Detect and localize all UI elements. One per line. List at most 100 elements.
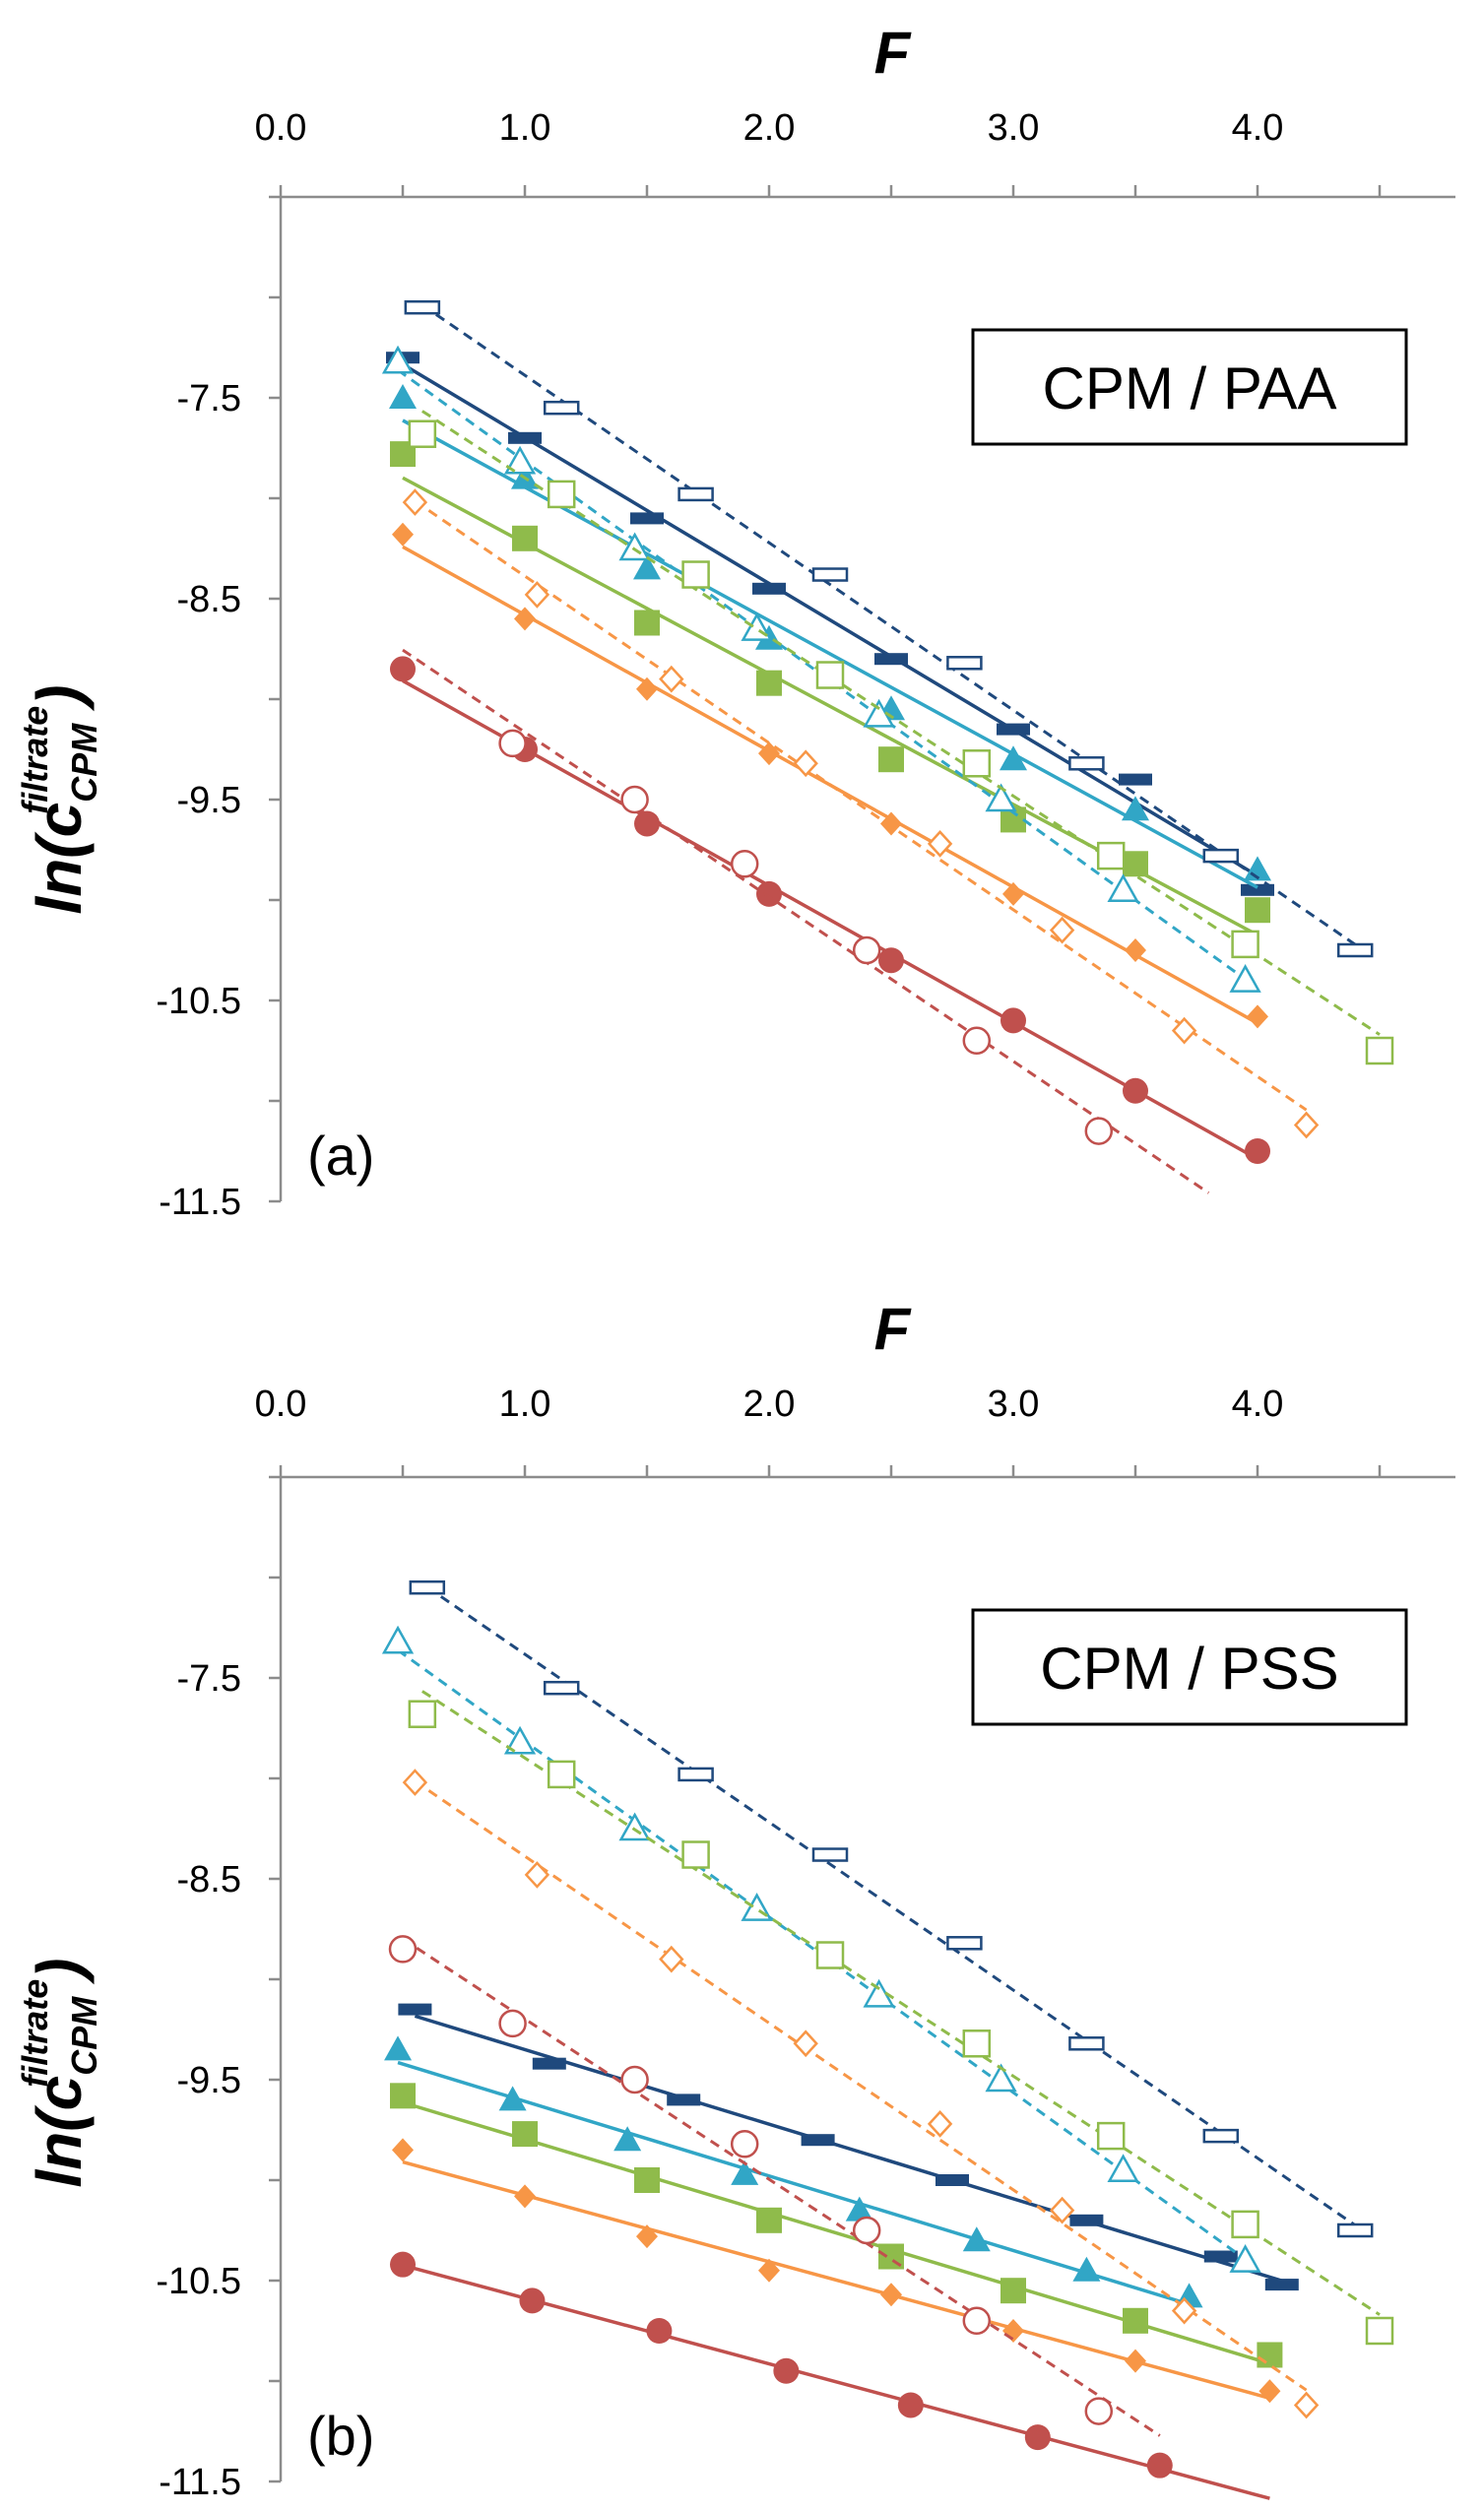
- data-point-4: [946, 1936, 983, 1951]
- y-axis-title: ln(cCPMfiltrate): [15, 684, 104, 914]
- x-tick-label: 1.0: [499, 107, 551, 149]
- legend-box: CPM / PSS: [971, 1608, 1408, 1726]
- data-point-0: [408, 419, 437, 448]
- data-point-0: [402, 488, 428, 516]
- data-point-5: [1069, 2214, 1104, 2226]
- data-point-2: [630, 512, 664, 525]
- data-point-2: [677, 486, 714, 502]
- data-point-5: [1002, 2319, 1024, 2343]
- data-point-4: [962, 1026, 992, 1056]
- x-tick-label: 1.0: [499, 1384, 551, 1425]
- y-tick-label: -8.5: [177, 579, 241, 620]
- data-point-3: [756, 670, 782, 696]
- data-point-7: [1258, 2379, 1281, 2404]
- data-point-7: [1336, 942, 1374, 958]
- data-point-2: [681, 560, 710, 589]
- data-point-4: [927, 2110, 953, 2138]
- x-tick-label: 4.0: [1232, 1384, 1284, 1425]
- legend-box-label: CPM / PAA: [1043, 355, 1337, 421]
- data-point-3: [756, 880, 782, 907]
- y-axis-title-prefix: ln(c: [24, 803, 95, 915]
- data-point-6: [1171, 1016, 1197, 1045]
- data-point-3: [752, 582, 786, 595]
- data-point-5: [1002, 881, 1024, 906]
- data-point-6: [1171, 2296, 1197, 2325]
- data-point-5: [1000, 2278, 1026, 2304]
- series-circle-filled: [390, 2251, 1270, 2500]
- legend-box: CPM / PAA: [971, 328, 1408, 446]
- data-point-2: [634, 610, 660, 636]
- data-point-0: [408, 1700, 437, 1728]
- data-point-3: [758, 2258, 780, 2283]
- data-point-4: [927, 830, 953, 858]
- data-point-7: [1257, 2342, 1283, 2368]
- data-point-3: [852, 935, 881, 965]
- data-point-0: [384, 2035, 413, 2061]
- data-point-1: [547, 480, 576, 509]
- data-point-2: [636, 676, 658, 701]
- data-point-1: [519, 2287, 546, 2314]
- data-point-3: [773, 2357, 800, 2384]
- data-point-0: [381, 1625, 415, 1654]
- data-point-6: [1119, 773, 1152, 786]
- data-point-4: [962, 2029, 992, 2058]
- data-point-5: [1049, 916, 1075, 944]
- data-point-7: [1229, 964, 1261, 993]
- data-point-1: [512, 2121, 538, 2148]
- series-dash-open: [409, 1579, 1374, 2238]
- data-point-1: [543, 400, 580, 416]
- x-axis-title: F: [874, 20, 912, 86]
- data-point-4: [897, 2392, 924, 2418]
- fit-line: [402, 648, 1210, 1194]
- series-diamond-open: [402, 488, 1320, 1139]
- fit-line: [402, 678, 1258, 1161]
- data-point-5: [1068, 756, 1105, 771]
- data-point-0: [402, 1769, 428, 1796]
- data-point-3: [730, 2130, 759, 2158]
- x-tick-label: 3.0: [988, 1384, 1040, 1425]
- data-point-3: [815, 661, 845, 689]
- fit-line: [421, 1690, 1381, 2316]
- data-point-7: [1245, 897, 1270, 924]
- fit-line: [414, 2014, 1283, 2283]
- fit-line: [402, 419, 1258, 889]
- data-point-1: [498, 2009, 527, 2038]
- data-point-1: [498, 2086, 527, 2111]
- fit-line: [397, 2060, 1191, 2306]
- data-point-2: [634, 810, 660, 837]
- data-point-6: [1084, 2397, 1114, 2425]
- data-point-7: [1264, 2279, 1299, 2291]
- data-point-1: [524, 1861, 550, 1889]
- y-tick-label: -10.5: [156, 2261, 241, 2302]
- data-point-1: [547, 1760, 576, 1789]
- data-point-6: [1125, 2349, 1146, 2373]
- data-point-4: [845, 2196, 873, 2222]
- panel-a: F 0.0 1.0 2.0 3.0 4.0 -7.5 -8.5 -9.5 -10.5 -11.5…: [15, 20, 1455, 1223]
- data-point-3: [811, 1847, 849, 1862]
- data-point-5: [1096, 2121, 1126, 2151]
- data-point-5: [962, 2306, 992, 2336]
- y-axis-title-superscript: filtrate: [15, 706, 55, 814]
- data-point-1: [514, 607, 536, 631]
- y-tick-label: -8.5: [177, 1859, 241, 1900]
- data-point-2: [646, 2318, 673, 2344]
- panel-label: (a): [307, 1125, 374, 1187]
- data-point-4: [880, 2283, 902, 2307]
- fit-line: [421, 410, 1381, 1036]
- series-dash-open: [404, 299, 1374, 958]
- data-point-3: [793, 2029, 818, 2058]
- data-point-5: [1096, 841, 1126, 870]
- x-tick-labels: 0.0 1.0 2.0 3.0 4.0: [255, 107, 1284, 149]
- data-point-4: [946, 656, 983, 671]
- data-point-6: [1203, 2250, 1238, 2263]
- data-point-1: [543, 1680, 580, 1696]
- series-square-open: [408, 1690, 1394, 2346]
- data-point-0: [404, 299, 441, 315]
- data-point-2: [633, 554, 661, 580]
- data-point-0: [409, 1579, 446, 1595]
- data-point-6: [1123, 2307, 1148, 2334]
- y-axis-title: ln(cCPMfiltrate): [15, 1958, 104, 2187]
- data-point-6: [1125, 938, 1146, 962]
- fit-line: [425, 1585, 1357, 2227]
- y-axis-title-prefix: ln(c: [24, 2076, 95, 2188]
